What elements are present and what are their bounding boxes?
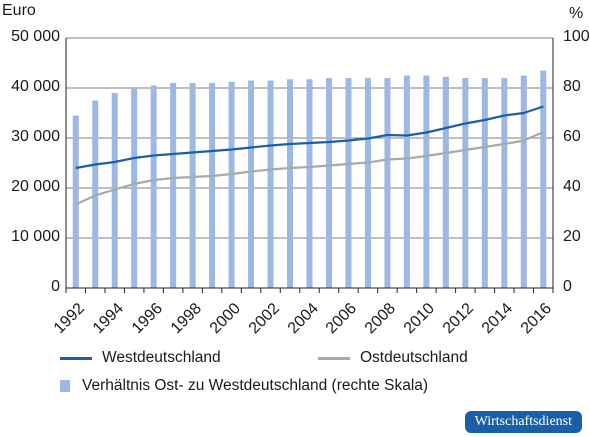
bar-ratio-2001 — [248, 80, 255, 288]
right-tick-label: 0 — [563, 278, 572, 295]
legend-item-east: Ostdeutschland — [318, 347, 468, 369]
left-tick-label: 0 — [51, 278, 60, 295]
bar-ratio-1999 — [209, 83, 216, 288]
bar-ratio-2004 — [306, 79, 313, 288]
right-tick-label: 100 — [563, 28, 590, 45]
bar-ratio-1995 — [131, 88, 138, 288]
left-tick-label: 10 000 — [11, 228, 60, 245]
line-westdeutschland — [75, 105, 544, 170]
bar-ratio-2003 — [287, 79, 294, 288]
axes — [65, 38, 554, 293]
bar-ratio-1996 — [150, 85, 157, 288]
bar-ratio-1998 — [189, 83, 196, 288]
bar-ratio-2008 — [384, 78, 391, 288]
left-tick-label: 40 000 — [11, 78, 60, 95]
bar-ratio-2007 — [364, 78, 371, 288]
bar-ratio-2009 — [403, 75, 410, 288]
bar-ratio-1997 — [170, 83, 177, 288]
bar-ratio-1993 — [92, 100, 99, 288]
bar-ratio-2002 — [267, 80, 274, 288]
right-tick-label: 80 — [563, 78, 581, 95]
bar-ratio-2005 — [325, 78, 332, 288]
legend-label-ratio: Verhältnis Ost- zu Westdeutschland (rech… — [82, 377, 429, 394]
bar-ratio-2013 — [481, 78, 488, 288]
bar-ratio-2010 — [423, 75, 430, 288]
bar-ratio-2012 — [462, 78, 469, 288]
ratio-bars — [72, 70, 547, 288]
bar-ratio-2011 — [442, 76, 449, 288]
bar-ratio-2006 — [345, 78, 352, 288]
left-tick-label: 30 000 — [11, 128, 60, 145]
line-ostdeutschland — [75, 130, 544, 206]
legend-swatch-east — [318, 356, 350, 360]
right-tick-label: 40 — [563, 178, 581, 195]
bar-ratio-2000 — [228, 81, 235, 288]
right-tick-label: 60 — [563, 128, 581, 145]
legend-swatch-ratio — [60, 380, 70, 392]
publisher-badge: Wirtschaftsdienst — [464, 411, 582, 433]
left-tick-label: 20 000 — [11, 178, 60, 195]
legend-item-ratio: Verhältnis Ost- zu Westdeutschland (rech… — [60, 375, 428, 397]
legend-item-west: Westdeutschland — [60, 347, 221, 369]
bar-ratio-2016 — [540, 70, 547, 288]
bar-ratio-2015 — [520, 75, 527, 288]
left-axis-unit: Euro — [2, 2, 36, 19]
legend-swatch-west — [60, 356, 92, 360]
right-tick-label: 20 — [563, 228, 581, 245]
legend-label-east: Ostdeutschland — [360, 349, 468, 366]
legend-label-west: Westdeutschland — [102, 349, 221, 366]
series-lines — [75, 105, 544, 206]
right-axis-unit: % — [569, 5, 584, 22]
bar-ratio-2014 — [501, 78, 508, 288]
left-tick-label: 50 000 — [11, 28, 60, 45]
bar-ratio-1992 — [72, 115, 79, 288]
